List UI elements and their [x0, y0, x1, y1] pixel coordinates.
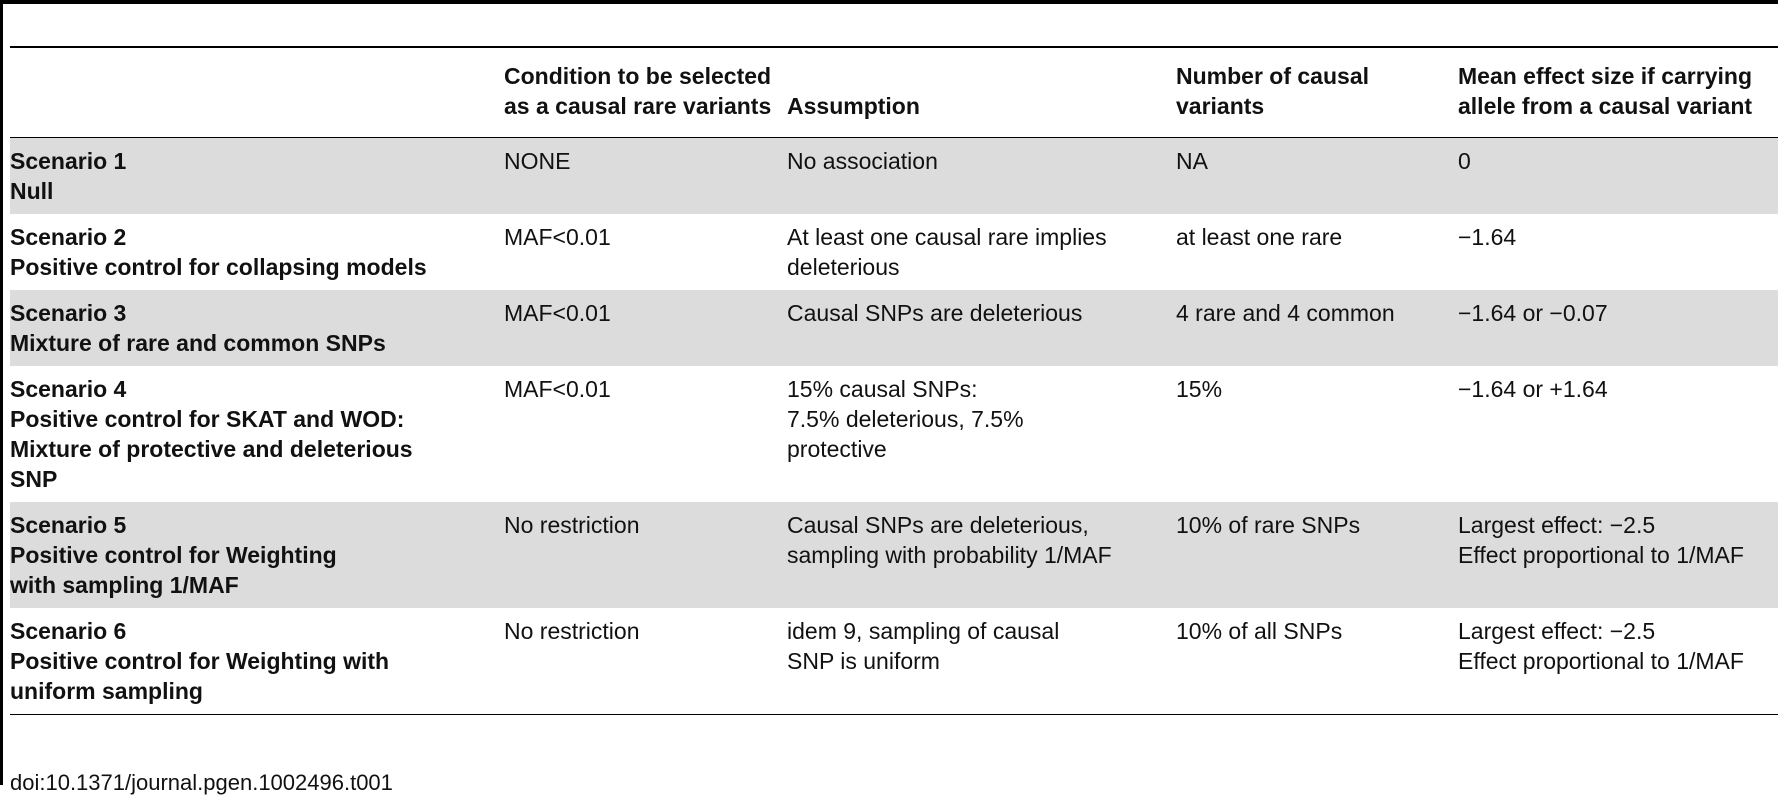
assumption-cell-line: deleterious — [787, 254, 900, 280]
scenario-cell: Scenario 3 Mixture of rare and common SNP… — [10, 290, 504, 366]
effect-cell: −1.64 — [1458, 214, 1778, 290]
scenario-cell-line: Positive control for collapsing models — [10, 254, 427, 280]
effect-cell-line: 0 — [1458, 148, 1471, 174]
effect-cell: 0 — [1458, 137, 1778, 214]
table-row: Scenario 4 Positive control for SKAT and … — [10, 366, 1778, 502]
effect-cell: Largest effect: −2.5 Effect proportional … — [1458, 502, 1778, 608]
assumption-cell-line: sampling with probability 1/MAF — [787, 542, 1112, 568]
scenario-cell: Scenario 6 Positive control for Weighting… — [10, 608, 504, 715]
simulation-scenarios-table: Condition to be selected as a causal rar… — [10, 48, 1778, 715]
scenario-cell: Scenario 4 Positive control for SKAT and … — [10, 366, 504, 502]
scenario-cell-line: Mixture of rare and common SNPs — [10, 330, 386, 356]
assumption-cell: 15% causal SNPs: 7.5% deleterious, 7.5% pr… — [787, 366, 1176, 502]
number-cell: 15% — [1176, 366, 1458, 502]
condition-cell: MAF<0.01 — [504, 290, 787, 366]
condition-cell: No restriction — [504, 608, 787, 715]
condition-cell-line: NONE — [504, 148, 571, 174]
effect-cell-line: −1.64 or −0.07 — [1458, 300, 1608, 326]
effect-cell-line: −1.64 or +1.64 — [1458, 376, 1608, 402]
header-assumption: Assumption — [787, 48, 1176, 138]
scenario-cell-line: Positive control for SKAT and WOD: — [10, 406, 405, 432]
table-header: Condition to be selected as a causal rar… — [10, 48, 1778, 138]
scenario-cell-line: SNP — [10, 466, 58, 492]
top-rule — [0, 0, 1778, 4]
scenario-cell-line: Scenario 3 — [10, 300, 127, 326]
condition-cell-line: No restriction — [504, 618, 640, 644]
scenario-cell-line: Null — [10, 178, 54, 204]
doi-caption: doi:10.1371/journal.pgen.1002496.t001 — [10, 770, 393, 795]
assumption-cell-line: SNP is uniform — [787, 648, 940, 674]
condition-cell: MAF<0.01 — [504, 366, 787, 502]
header-top-rule — [10, 46, 1778, 48]
scenario-cell-line: Scenario 6 — [10, 618, 127, 644]
assumption-cell: idem 9, sampling of causal SNP is uniform — [787, 608, 1176, 715]
assumption-cell-line: At least one causal rare implies — [787, 224, 1107, 250]
assumption-cell-line: Causal SNPs are deleterious, — [787, 512, 1089, 538]
effect-cell-line: Effect proportional to 1/MAF — [1458, 648, 1744, 674]
number-cell: at least one rare — [1176, 214, 1458, 290]
header-row: Condition to be selected as a causal rar… — [10, 48, 1778, 138]
number-cell-line: 10% of rare SNPs — [1176, 512, 1361, 538]
number-cell-line: NA — [1176, 148, 1208, 174]
assumption-cell: No association — [787, 137, 1176, 214]
table-body: Scenario 1 Null NONE No association NA 0 Scena… — [10, 137, 1778, 715]
scenario-cell-line: Positive control for Weighting — [10, 542, 337, 568]
scenario-cell-line: uniform sampling — [10, 678, 203, 704]
effect-cell: −1.64 or +1.64 — [1458, 366, 1778, 502]
number-cell: 4 rare and 4 common — [1176, 290, 1458, 366]
table-row: Scenario 5 Positive control for Weighting… — [10, 502, 1778, 608]
scenario-cell-line: Scenario 5 — [10, 512, 127, 538]
table-row: Scenario 3 Mixture of rare and common SNP… — [10, 290, 1778, 366]
number-cell: NA — [1176, 137, 1458, 214]
effect-cell-line: Effect proportional to 1/MAF — [1458, 542, 1744, 568]
table-row: Scenario 2 Positive control for collapsin… — [10, 214, 1778, 290]
assumption-cell-line: 15% causal SNPs: — [787, 376, 978, 402]
scenario-cell: Scenario 1 Null — [10, 137, 504, 214]
scenario-cell-line: Scenario 4 — [10, 376, 127, 402]
condition-cell-line: MAF<0.01 — [504, 300, 611, 326]
table-row: Scenario 1 Null NONE No association NA 0 — [10, 137, 1778, 214]
assumption-cell-line: protective — [787, 436, 887, 462]
assumption-cell-line: No association — [787, 148, 938, 174]
header-number-causal: Number of causal variants — [1176, 48, 1458, 138]
number-cell: 10% of rare SNPs — [1176, 502, 1458, 608]
assumption-cell-line: idem 9, sampling of causal — [787, 618, 1060, 644]
effect-cell-line: Largest effect: −2.5 — [1458, 512, 1656, 538]
header-effect-size: Mean effect size if carrying allele from… — [1458, 48, 1778, 138]
assumption-cell-line: 7.5% deleterious, 7.5% — [787, 406, 1024, 432]
effect-cell-line: Largest effect: −2.5 — [1458, 618, 1656, 644]
header-condition: Condition to be selected as a causal rar… — [504, 48, 787, 138]
scenario-cell-line: Positive control for Weighting with — [10, 648, 390, 674]
assumption-cell: Causal SNPs are deleterious — [787, 290, 1176, 366]
number-cell-line: at least one rare — [1176, 224, 1343, 250]
condition-cell-line: MAF<0.01 — [504, 224, 611, 250]
assumption-cell-line: Causal SNPs are deleterious — [787, 300, 1083, 326]
condition-cell: No restriction — [504, 502, 787, 608]
condition-cell-line: No restriction — [504, 512, 640, 538]
scenario-cell-line: Mixture of protective and deleterious — [10, 436, 413, 462]
number-cell: 10% of all SNPs — [1176, 608, 1458, 715]
number-cell-line: 10% of all SNPs — [1176, 618, 1343, 644]
condition-cell-line: MAF<0.01 — [504, 376, 611, 402]
condition-cell: NONE — [504, 137, 787, 214]
number-cell-line: 15% — [1176, 376, 1223, 402]
number-cell-line: 4 rare and 4 common — [1176, 300, 1395, 326]
effect-cell: −1.64 or −0.07 — [1458, 290, 1778, 366]
left-border — [0, 0, 3, 785]
assumption-cell: Causal SNPs are deleterious, sampling wit… — [787, 502, 1176, 608]
effect-cell-line: −1.64 — [1458, 224, 1517, 250]
scenario-cell: Scenario 2 Positive control for collapsin… — [10, 214, 504, 290]
effect-cell: Largest effect: −2.5 Effect proportional … — [1458, 608, 1778, 715]
table-row: Scenario 6 Positive control for Weighting… — [10, 608, 1778, 715]
condition-cell: MAF<0.01 — [504, 214, 787, 290]
header-scenario — [10, 48, 504, 138]
scenario-cell: Scenario 5 Positive control for Weighting… — [10, 502, 504, 608]
assumption-cell: At least one causal rare implies deleteri… — [787, 214, 1176, 290]
scenario-cell-line: with sampling 1/MAF — [10, 572, 239, 598]
scenario-cell-line: Scenario 2 — [10, 224, 127, 250]
scenario-cell-line: Scenario 1 — [10, 148, 127, 174]
